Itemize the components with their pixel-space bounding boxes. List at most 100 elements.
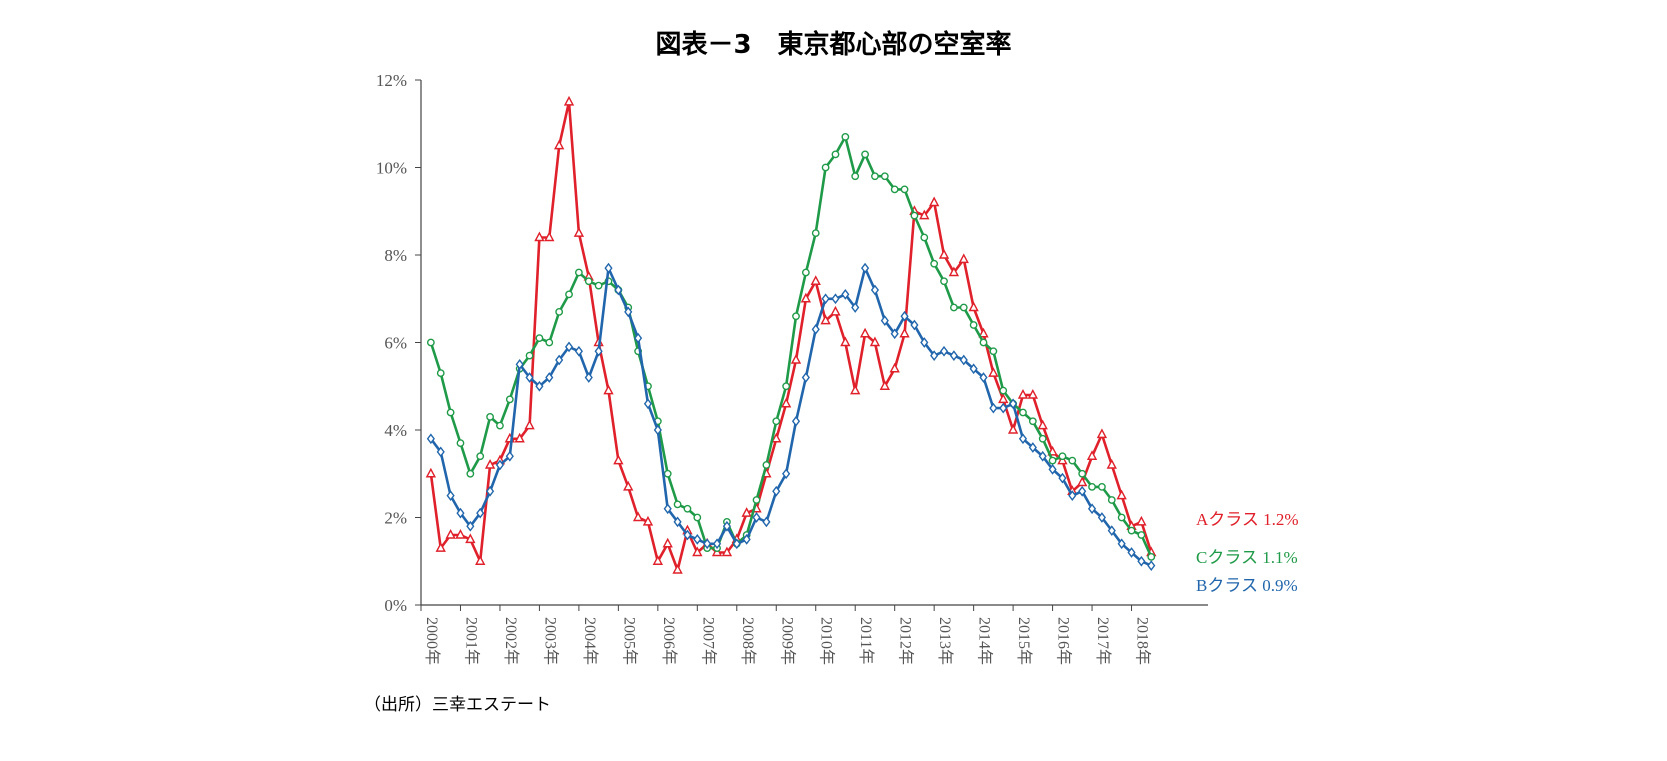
data-point xyxy=(910,319,919,331)
x-tick-label: 2006年 xyxy=(660,617,678,665)
data-point xyxy=(752,512,761,523)
data-point xyxy=(594,345,603,357)
data-point xyxy=(563,95,575,106)
x-tick-label: 2004年 xyxy=(581,617,599,665)
data-point xyxy=(978,327,989,338)
data-point xyxy=(486,412,494,421)
data-point xyxy=(545,338,554,347)
data-point xyxy=(1068,456,1077,465)
data-point xyxy=(565,290,573,299)
data-point xyxy=(732,538,741,550)
data-point xyxy=(810,275,821,285)
data-point xyxy=(1107,525,1116,536)
data-point xyxy=(435,542,446,552)
data-point xyxy=(456,507,465,519)
data-point xyxy=(1037,419,1048,430)
data-point xyxy=(1027,389,1039,399)
data-point xyxy=(544,231,555,242)
data-point xyxy=(1147,560,1156,571)
data-point xyxy=(445,529,456,539)
data-point xyxy=(574,345,583,357)
data-point xyxy=(634,332,643,344)
data-point xyxy=(683,529,692,541)
data-point xyxy=(782,382,791,391)
data-point xyxy=(1088,482,1096,491)
data-point xyxy=(949,303,958,312)
data-point xyxy=(505,395,514,404)
y-tick-label: 10% xyxy=(376,159,407,178)
series-end-labels: Aクラス 1.2% Cクラス 1.1% Bクラス 0.9% xyxy=(1196,510,1299,595)
data-point xyxy=(446,490,455,501)
data-point xyxy=(869,336,881,347)
series-3 xyxy=(426,262,1156,571)
data-point xyxy=(603,384,614,395)
x-tick-label: 2005年 xyxy=(620,617,638,665)
series-end-label: Bクラス 0.9% xyxy=(1196,576,1298,595)
data-point xyxy=(693,513,702,522)
data-point xyxy=(948,266,960,277)
x-tick-label: 2011年 xyxy=(857,617,875,664)
y-tick-label: 0% xyxy=(384,596,407,615)
data-point xyxy=(998,393,1009,404)
data-point xyxy=(496,421,504,430)
y-tick-label: 4% xyxy=(384,421,407,440)
data-point xyxy=(890,185,899,194)
data-point xyxy=(662,537,673,548)
data-point xyxy=(663,469,672,478)
x-tick-label: 2003年 xyxy=(541,617,559,665)
series-1 xyxy=(425,95,1157,574)
data-point xyxy=(811,229,820,238)
data-point xyxy=(652,555,664,565)
data-point xyxy=(790,354,802,364)
data-point xyxy=(959,354,968,366)
data-point xyxy=(762,516,771,528)
data-point xyxy=(851,172,860,181)
source-note: （出所）三幸エステート xyxy=(364,695,551,715)
data-point xyxy=(1078,485,1087,497)
x-axis-ticks: 2000年 2001年 2002年 2003年 2004年 2005年 2006年 2007年… xyxy=(420,605,1152,665)
x-tick-label: 2015年 xyxy=(1015,617,1033,665)
x-tick-label: 2008年 xyxy=(739,617,757,665)
data-point xyxy=(1038,450,1047,462)
data-point xyxy=(879,380,890,390)
x-tick-label: 2017年 xyxy=(1094,617,1112,665)
data-point xyxy=(821,163,830,172)
chart-title: 図表－3 東京都心部の空室率 xyxy=(655,30,1012,60)
data-point xyxy=(1068,490,1077,501)
data-point xyxy=(1078,469,1087,478)
data-point xyxy=(1106,459,1117,469)
x-tick-label: 2002年 xyxy=(502,617,520,665)
data-point xyxy=(1096,428,1108,439)
data-point xyxy=(841,289,850,300)
data-point xyxy=(574,268,583,277)
data-point xyxy=(1058,472,1067,484)
data-point xyxy=(890,328,899,340)
data-point xyxy=(722,520,732,532)
data-point xyxy=(782,468,791,480)
data-point xyxy=(920,233,929,242)
data-point xyxy=(1137,531,1146,539)
data-point xyxy=(841,132,850,141)
data-point xyxy=(741,507,752,517)
data-point xyxy=(534,231,545,242)
data-point xyxy=(485,485,495,497)
data-point xyxy=(495,459,505,471)
data-point xyxy=(870,284,880,296)
chart-axes xyxy=(420,80,1208,606)
data-point xyxy=(880,315,889,326)
data-point xyxy=(535,380,544,392)
data-point xyxy=(1087,503,1097,515)
data-point xyxy=(1097,512,1107,523)
y-tick-label: 6% xyxy=(384,334,407,353)
data-point xyxy=(466,469,475,478)
data-point xyxy=(1117,538,1126,550)
data-point xyxy=(663,503,672,515)
data-point xyxy=(880,172,889,181)
data-point xyxy=(930,350,939,361)
data-point xyxy=(515,359,524,370)
data-point xyxy=(525,372,534,383)
data-point xyxy=(1018,433,1028,445)
data-point xyxy=(564,341,574,353)
data-point xyxy=(801,372,810,383)
data-point xyxy=(613,454,624,465)
